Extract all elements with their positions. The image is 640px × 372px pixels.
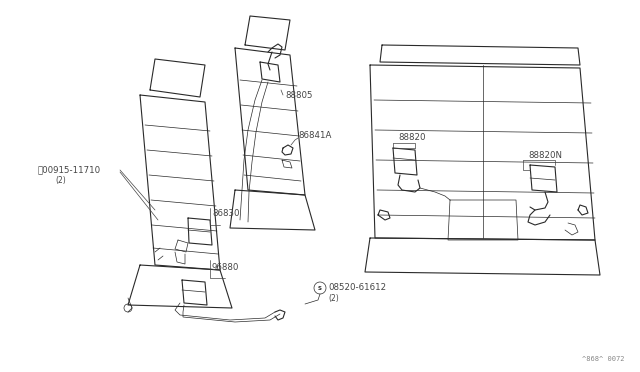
Text: (2): (2) [328,294,339,302]
Text: 88820N: 88820N [528,151,562,160]
Text: (2): (2) [55,176,66,185]
Text: Ⓦ00915-11710: Ⓦ00915-11710 [38,166,101,174]
Text: ^868^ 0072: ^868^ 0072 [582,356,625,362]
Text: 88820: 88820 [398,134,426,142]
Text: 08520-61612: 08520-61612 [328,283,386,292]
Text: 96880: 96880 [212,263,239,272]
Text: 86830: 86830 [212,209,239,218]
Text: S: S [318,285,322,291]
Text: 86841A: 86841A [298,131,332,140]
Text: 88805: 88805 [285,92,312,100]
